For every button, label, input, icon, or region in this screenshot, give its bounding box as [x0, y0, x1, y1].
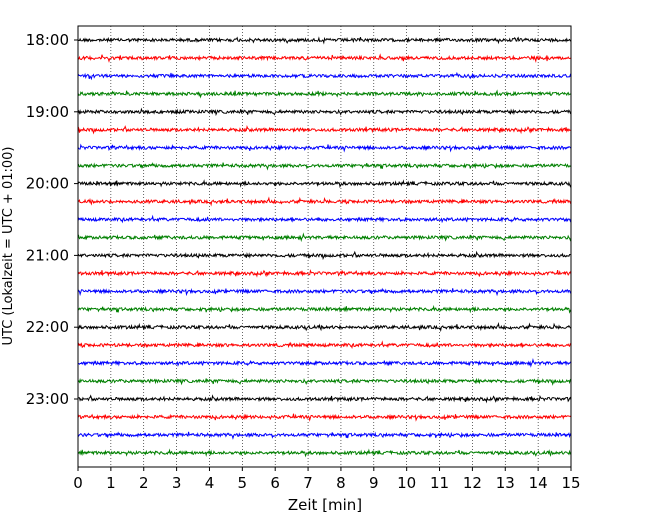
- trace-11: [77, 214, 572, 224]
- x-axis-ticks: 0 1 2 3 4 5 6 7 8 9 10 11 12 13 14 15: [73, 467, 581, 492]
- trace-14: [77, 269, 572, 278]
- x-tick-label-10: 10: [397, 474, 416, 492]
- plot-frame: [77, 25, 572, 468]
- y-tick-label-21:00: 21:00: [26, 246, 69, 264]
- trace-7: [77, 143, 572, 153]
- trace-15: [77, 287, 572, 297]
- y-tick-label-20:00: 20:00: [26, 175, 69, 193]
- x-tick-label-4: 4: [205, 474, 215, 492]
- trace-8: [77, 162, 572, 171]
- y-tick-label-23:00: 23:00: [26, 390, 69, 408]
- x-tick-label-11: 11: [430, 474, 449, 492]
- x-tick-label-15: 15: [561, 474, 580, 492]
- trace-6: [77, 124, 572, 135]
- y-axis-ticks: 18:00 19:00 20:00 21:00 22:00 23:00: [26, 31, 78, 408]
- y-tick-label-18:00: 18:00: [26, 31, 69, 49]
- trace-13: [77, 250, 572, 261]
- trace-10: [77, 196, 572, 207]
- y-tick-label-19:00: 19:00: [26, 103, 69, 121]
- trace-19: [77, 357, 572, 368]
- x-tick-label-3: 3: [172, 474, 182, 492]
- x-tick-label-0: 0: [73, 474, 83, 492]
- y-tick-label-22:00: 22:00: [26, 318, 69, 336]
- x-tick-label-14: 14: [529, 474, 548, 492]
- trace-23: [77, 431, 572, 440]
- y-axis-label: UTC (Lokalzeit = UTC + 01:00): [1, 147, 16, 346]
- trace-1: [77, 36, 571, 45]
- trace-5: [77, 107, 572, 117]
- trace-3: [77, 71, 572, 81]
- trace-2: [77, 53, 572, 63]
- trace-20: [77, 377, 572, 386]
- x-tick-label-1: 1: [106, 474, 116, 492]
- trace-9: [77, 179, 572, 189]
- trace-22: [77, 413, 572, 422]
- x-tick-label-13: 13: [496, 474, 515, 492]
- seismic-traces: [77, 36, 572, 458]
- x-axis-label: Zeit [min]: [288, 496, 362, 514]
- x-tick-label-2: 2: [139, 474, 149, 492]
- trace-4: [77, 89, 572, 99]
- x-tick-label-9: 9: [369, 474, 379, 492]
- trace-18: [77, 340, 572, 349]
- trace-24: [77, 448, 572, 458]
- trace-17: [77, 322, 572, 333]
- x-tick-label-5: 5: [238, 474, 248, 492]
- x-tick-label-7: 7: [303, 474, 313, 492]
- x-tick-label-12: 12: [463, 474, 482, 492]
- trace-16: [77, 304, 572, 314]
- trace-21: [77, 394, 572, 404]
- x-tick-label-6: 6: [270, 474, 280, 492]
- trace-12: [77, 232, 572, 243]
- x-tick-label-8: 8: [336, 474, 346, 492]
